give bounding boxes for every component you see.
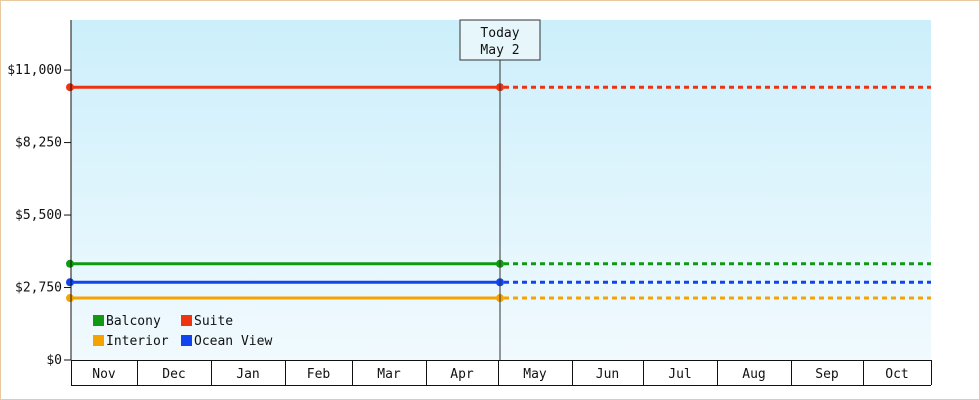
legend-swatch [181, 315, 192, 326]
x-tick-label: May [523, 367, 547, 382]
y-tick-label: $8,250 [15, 136, 62, 151]
legend-label: Ocean View [194, 334, 272, 349]
x-tick-label: Oct [885, 367, 908, 382]
x-tick-label: Jan [236, 367, 259, 382]
x-tick-label: Jun [596, 367, 619, 382]
x-tick-label: Aug [742, 367, 765, 382]
x-tick-label: Nov [92, 367, 116, 382]
legend-item: Ocean View [181, 334, 272, 349]
today-label-box [459, 19, 541, 61]
legend-item: Balcony [93, 314, 161, 329]
series-point-start [66, 259, 74, 268]
legend-label: Interior [106, 334, 169, 349]
today-label-line1: Today [480, 26, 519, 41]
series-point-start [66, 278, 74, 287]
x-tick-label: Apr [450, 367, 474, 382]
x-tick-label: Sep [815, 367, 839, 382]
legend-swatch [93, 335, 104, 346]
legend-swatch [181, 335, 192, 346]
y-axis: $0 $2,750 $5,500 $8,250 $11,000 [7, 63, 71, 368]
y-tick-label: $0 [46, 353, 62, 368]
x-axis: Nov Dec Jan Feb Mar Apr May Jun Jul Aug Sep Oct [71, 360, 932, 385]
x-tick-label: Mar [377, 367, 401, 382]
x-tick-label: Feb [307, 367, 331, 382]
today-label-line2: May 2 [480, 43, 519, 58]
legend: Balcony Suite Interior Ocean View [93, 314, 272, 349]
y-tick-label: $5,500 [15, 208, 62, 223]
today-label: Today May 2 [459, 19, 541, 61]
x-tick-label: Dec [162, 367, 185, 382]
x-tick-label: Jul [668, 367, 691, 382]
plot-area [71, 20, 931, 360]
legend-item: Interior [93, 334, 169, 349]
legend-label: Balcony [106, 314, 161, 329]
y-tick-label: $2,750 [15, 281, 62, 296]
legend-item: Suite [181, 314, 233, 329]
y-tick-label: $11,000 [7, 63, 62, 78]
series-interior [66, 294, 931, 303]
legend-swatch [93, 315, 104, 326]
series-point-start [66, 294, 74, 303]
legend-label: Suite [194, 314, 233, 329]
series-layer [66, 83, 931, 303]
series-point-start [66, 83, 74, 92]
